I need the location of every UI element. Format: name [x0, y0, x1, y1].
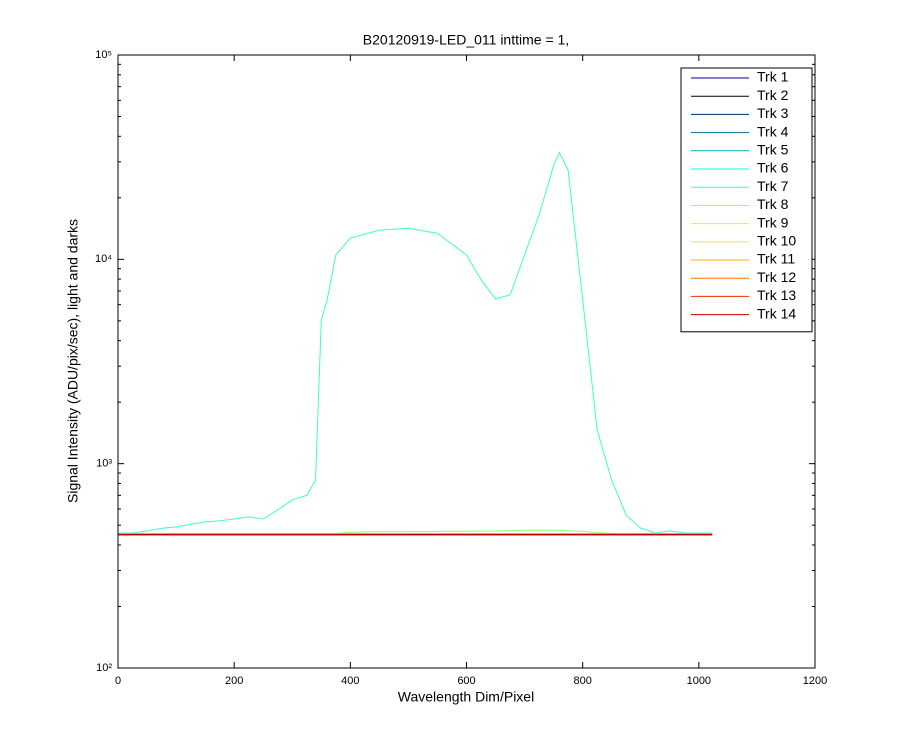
legend-label: Trk 1 [757, 69, 789, 85]
x-tick-label: 1200 [803, 675, 827, 687]
y-tick-label: 10⁴ [95, 253, 112, 265]
legend-label: Trk 11 [757, 251, 795, 267]
x-axis-label: Wavelength Dim/Pixel [398, 689, 534, 705]
x-tick-label: 200 [225, 675, 243, 687]
legend-label: Trk 3 [757, 105, 789, 121]
legend-label: Trk 5 [757, 142, 789, 158]
x-tick-label: 400 [341, 675, 359, 687]
legend-label: Trk 9 [757, 214, 789, 230]
legend-label: Trk 7 [757, 178, 789, 194]
legend-label: Trk 6 [757, 160, 789, 176]
y-tick-label: 10⁵ [95, 49, 112, 61]
legend-box [680, 67, 813, 333]
legend-label: Trk 2 [757, 87, 789, 103]
legend-label: Trk 10 [757, 233, 796, 249]
legend-label: Trk 13 [757, 287, 796, 303]
chart-title: B20120919-LED_011 inttime = 1, [363, 32, 569, 48]
x-tick-label: 600 [457, 675, 475, 687]
legend-label: Trk 8 [757, 196, 789, 212]
legend-label: Trk 14 [757, 305, 796, 321]
x-tick-label: 800 [573, 675, 591, 687]
x-tick-label: 1000 [687, 675, 711, 687]
x-tick-label: 0 [115, 675, 121, 687]
plot-frame [117, 54, 816, 669]
legend-label: Trk 4 [757, 123, 789, 139]
legend-label: Trk 12 [757, 269, 796, 285]
y-tick-label: 10² [96, 662, 112, 674]
series-line [118, 151, 713, 534]
y-tick-label: 10³ [96, 458, 112, 470]
y-axis-label: Signal Intensity (ADU/pix/sec), light an… [65, 219, 81, 503]
